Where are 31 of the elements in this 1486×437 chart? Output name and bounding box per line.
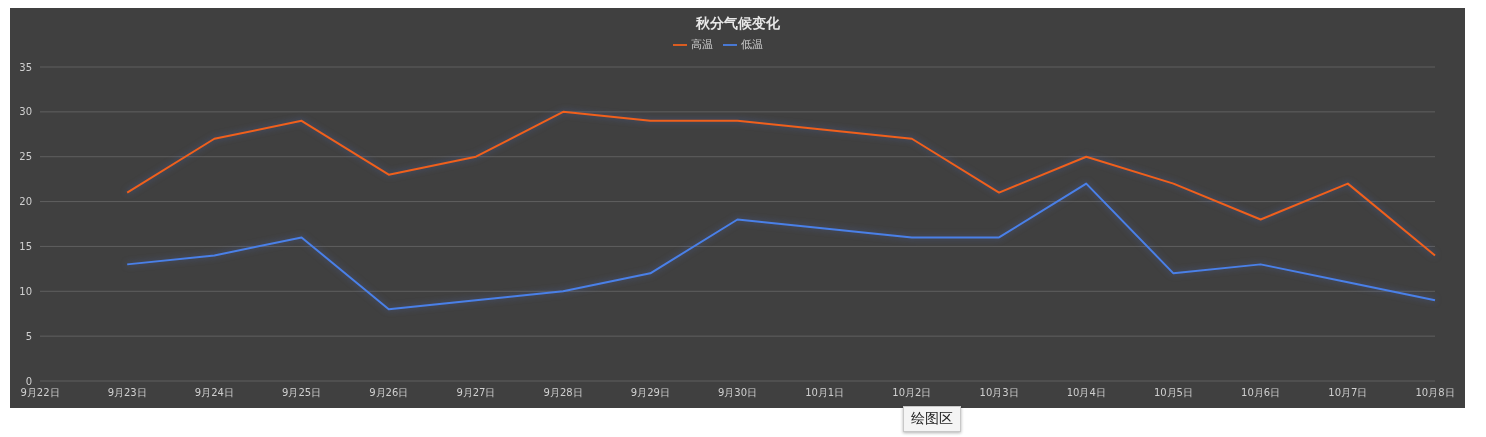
line-series	[126, 110, 1436, 257]
x-tick-label: 9月23日	[107, 387, 147, 399]
x-tick-label: 9月22日	[20, 387, 60, 399]
y-tick-label: 30	[19, 106, 32, 118]
x-tick-label: 9月24日	[194, 387, 234, 399]
x-tick-label: 10月3日	[979, 387, 1019, 399]
x-tick-label: 9月26日	[369, 387, 409, 399]
x-tick-label: 10月1日	[805, 387, 845, 399]
x-tick-label: 10月4日	[1066, 387, 1106, 399]
y-tick-label: 0	[25, 375, 32, 387]
x-tick-label: 9月25日	[282, 387, 322, 399]
y-tick-label: 15	[19, 240, 32, 252]
x-tick-label: 9月29日	[630, 387, 670, 399]
x-tick-label: 9月27日	[456, 387, 496, 399]
y-tick-label: 10	[19, 285, 32, 297]
y-tick-label: 35	[19, 61, 32, 73]
text: 绘图区	[903, 406, 961, 432]
legend-label: 低温	[740, 38, 763, 51]
x-tick-label: 9月30日	[717, 387, 758, 399]
line-series	[126, 182, 1436, 311]
x-tick-label: 9月28日	[543, 387, 583, 399]
x-tick-label: 10月5日	[1153, 387, 1193, 399]
chart-title: 秋分气候变化	[694, 15, 781, 33]
y-tick-label: 20	[19, 196, 32, 208]
x-tick-label: 10月8日	[1415, 387, 1455, 399]
y-tick-label: 25	[19, 151, 32, 163]
legend-label: 高温	[690, 38, 713, 51]
x-tick-label: 10月6日	[1241, 387, 1281, 399]
y-tick-label: 5	[25, 330, 32, 342]
x-tick-label: 10月7日	[1328, 387, 1368, 399]
x-tick-label: 10月2日	[892, 387, 932, 399]
